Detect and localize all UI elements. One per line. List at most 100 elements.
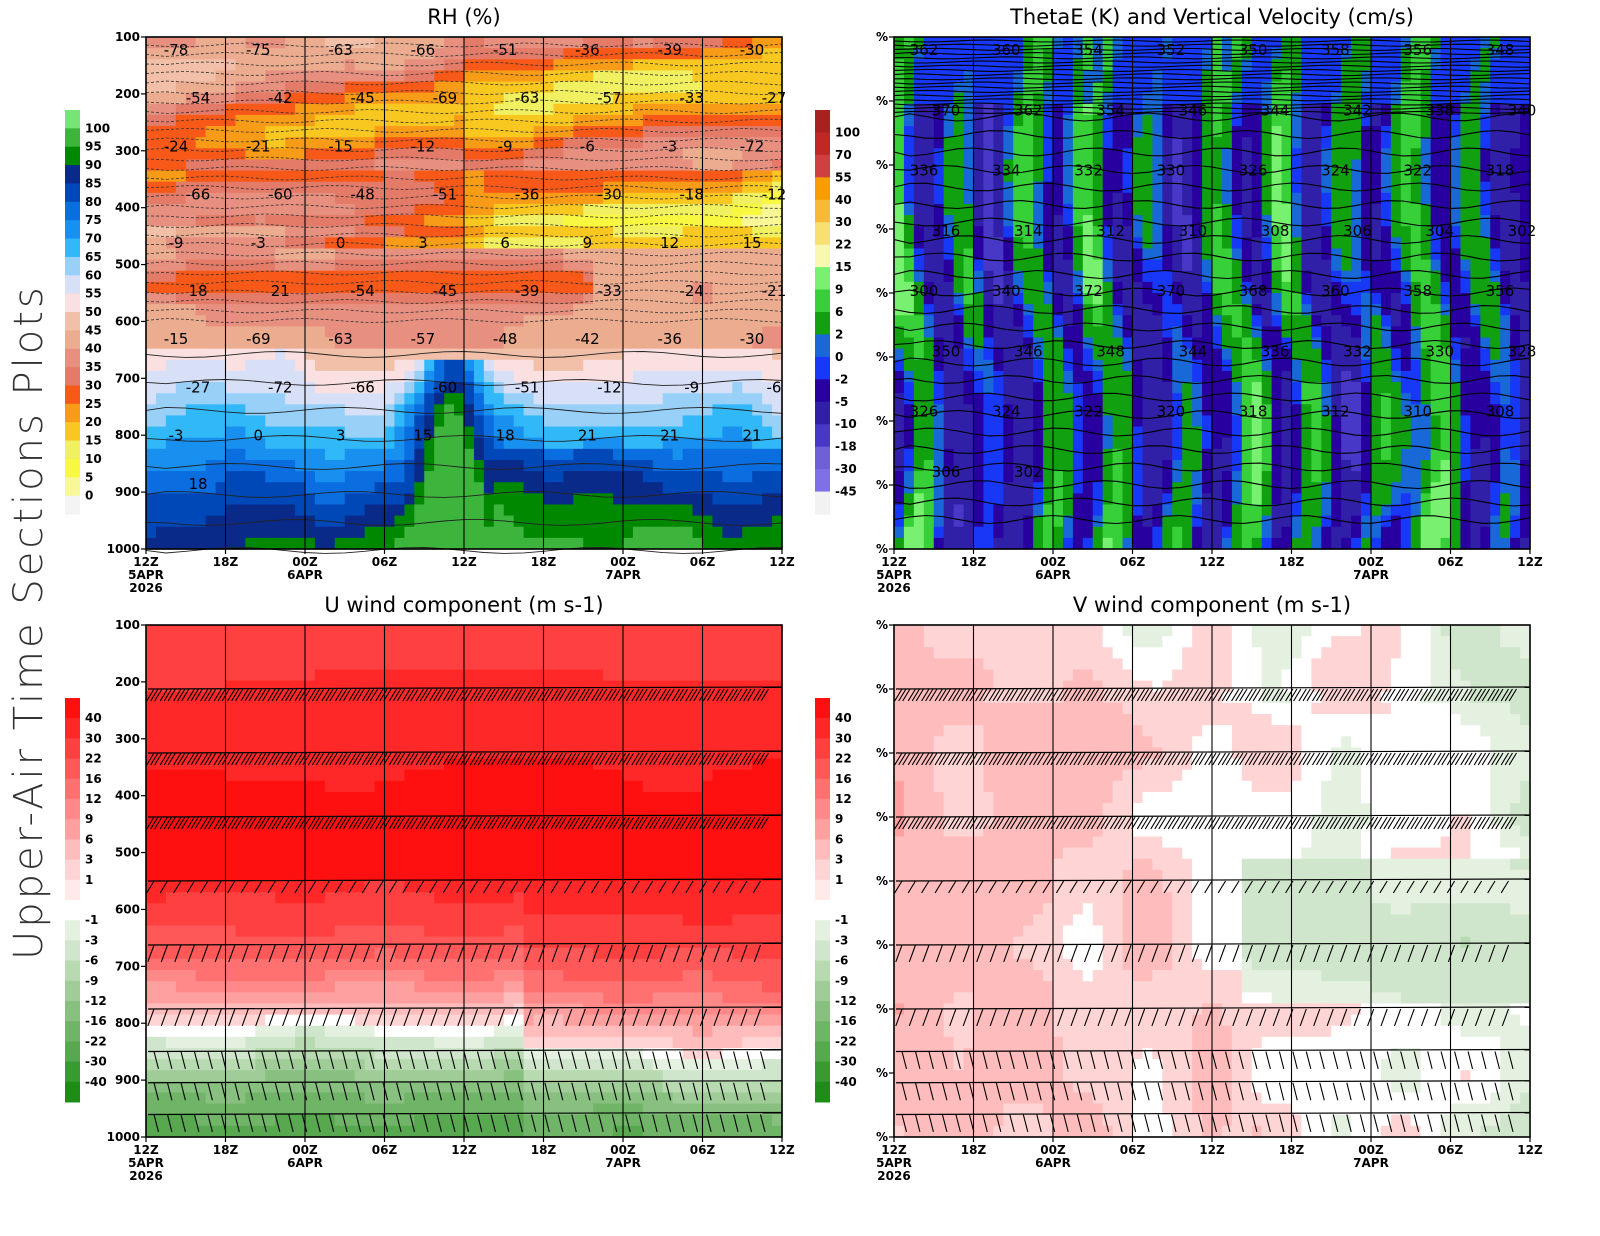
- field-cell: [434, 137, 445, 149]
- field-cell: [473, 382, 485, 394]
- field-cell: [642, 70, 654, 83]
- field-cell: [454, 137, 465, 149]
- field-cell: [305, 70, 316, 83]
- field-cell: [1142, 126, 1153, 138]
- field-cell: [613, 181, 624, 194]
- field-cell: [245, 337, 256, 350]
- field-cell: [623, 159, 634, 172]
- y-tick-label: 700: [115, 371, 140, 385]
- field-cell: [404, 237, 415, 250]
- field-cell: [543, 281, 555, 294]
- field-cell: [305, 459, 316, 472]
- field-cell: [1470, 215, 1481, 227]
- field-cell: [1162, 203, 1173, 216]
- field-cell: [374, 459, 386, 472]
- field-cell: [444, 148, 455, 161]
- field-cell: [444, 237, 455, 250]
- field-cell: [374, 537, 386, 550]
- field-cell: [642, 359, 654, 372]
- field-cell: [454, 315, 465, 327]
- field-cell: [305, 103, 316, 116]
- colorbar-label: 25: [85, 397, 102, 411]
- field-cell: [285, 259, 296, 272]
- field-cell: [1033, 37, 1044, 49]
- field-cell: [543, 382, 555, 394]
- field-cell: [513, 348, 525, 361]
- field-cell: [344, 37, 356, 49]
- colorbar-swatch: [65, 330, 80, 350]
- field-cell: [523, 248, 535, 261]
- field-cell: [344, 515, 356, 528]
- field-cell: [682, 148, 694, 161]
- field-cell: [1291, 337, 1303, 350]
- field-cell: [1043, 226, 1054, 238]
- field-cell: [275, 192, 286, 205]
- field-cell: [1371, 337, 1382, 350]
- field-cell: [155, 237, 167, 250]
- field-cell: [632, 459, 644, 472]
- field-cell: [444, 348, 455, 361]
- field-cell: [1182, 259, 1193, 272]
- field-cell: [165, 326, 177, 339]
- field-cell: [324, 370, 336, 383]
- field-cell: [894, 137, 905, 149]
- field-cell: [732, 348, 743, 361]
- field-cell: [1460, 337, 1471, 350]
- field-cell: [1033, 315, 1044, 327]
- field-cell: [1261, 293, 1273, 305]
- field-cell: [165, 293, 177, 305]
- field-cell: [354, 482, 366, 494]
- field-cell: [933, 215, 945, 227]
- field-cell: [1082, 237, 1094, 250]
- field-cell: [1400, 270, 1412, 283]
- field-cell: [374, 114, 386, 127]
- field-cell: [334, 59, 346, 71]
- field-cell: [583, 215, 594, 227]
- field-cell: [662, 415, 674, 428]
- field-cell: [1331, 181, 1342, 194]
- field-cell: [473, 237, 485, 250]
- field-cell: [1092, 81, 1104, 94]
- field-cell: [483, 59, 495, 71]
- field-cell: [245, 359, 256, 372]
- field-cell: [762, 493, 773, 506]
- field-cell: [404, 48, 415, 60]
- field-cell: [205, 359, 217, 372]
- field-cell: [563, 304, 574, 316]
- field-cell: [334, 415, 346, 428]
- field-cell: [702, 81, 714, 94]
- field-cell: [255, 92, 266, 105]
- field-cell: [752, 370, 763, 383]
- field-cell: [642, 181, 654, 194]
- field-cell: [692, 192, 704, 205]
- field-cell: [563, 126, 574, 138]
- field-cell: [185, 482, 197, 494]
- field-cell: [265, 426, 276, 439]
- field-cell: [165, 393, 177, 405]
- field-cell: [424, 59, 435, 71]
- field-cell: [593, 181, 604, 194]
- field-cell: [155, 526, 167, 539]
- field-cell: [1420, 137, 1432, 149]
- field-cell: [742, 482, 753, 494]
- field-cell: [225, 248, 237, 261]
- field-cell: [672, 103, 684, 116]
- field-cell: [404, 504, 415, 517]
- field-cell: [623, 103, 634, 116]
- field-cell: [1281, 215, 1293, 227]
- field-cell: [404, 248, 415, 261]
- field-cell: [543, 370, 555, 383]
- field-cell: [394, 448, 405, 461]
- field-cell: [533, 48, 545, 60]
- field-cell: [1152, 315, 1163, 327]
- field-cell: [374, 126, 386, 138]
- contour-label: -15: [164, 330, 189, 348]
- field-cell: [175, 437, 187, 450]
- field-cell: [324, 526, 336, 539]
- field-cell: [493, 126, 505, 138]
- field-cell: [543, 493, 555, 506]
- field-cell: [523, 326, 535, 339]
- field-cell: [1490, 159, 1501, 172]
- field-cell: [1420, 237, 1432, 250]
